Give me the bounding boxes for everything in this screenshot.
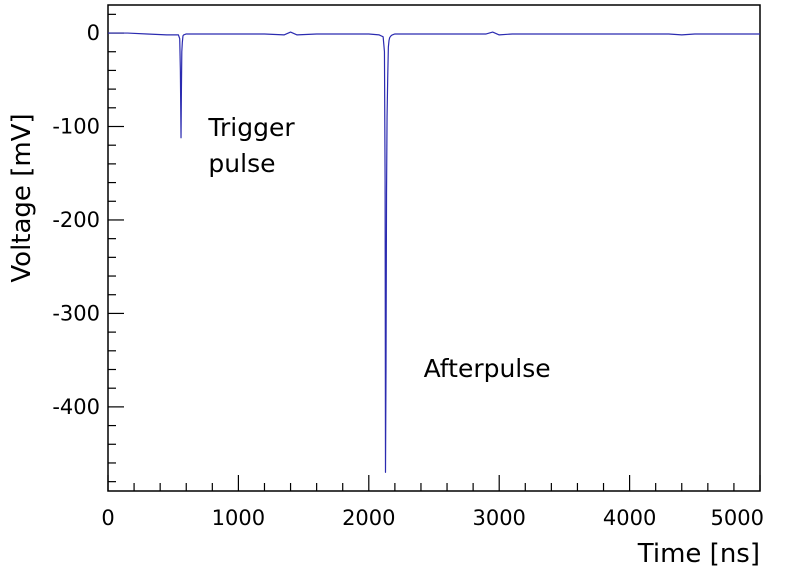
plot-frame — [107, 4, 761, 492]
x-tick-label: 0 — [101, 506, 114, 530]
annotation-1: Afterpulse — [424, 354, 551, 383]
x-tick-label: 3000 — [472, 506, 525, 530]
annotation-line: Trigger — [207, 113, 295, 142]
annotations: Trigger pulse Afterpulse — [207, 113, 550, 383]
axis-ticks — [107, 13, 761, 491]
y-tick-label: -400 — [52, 395, 100, 419]
y-tick-label: -300 — [52, 301, 100, 325]
y-tick-labels: 0 -100 -200 -300 -400 — [52, 21, 100, 419]
x-tick-labels: 0 1000 2000 3000 4000 5000 — [101, 506, 764, 530]
x-tick-label: 4000 — [603, 506, 656, 530]
x-tick-label: 2000 — [342, 506, 395, 530]
annotation-line: pulse — [208, 149, 275, 178]
y-axis-title: Voltage [mV] — [7, 113, 37, 282]
voltage-trace — [108, 31, 760, 473]
x-axis-title: Time [ns] — [637, 539, 760, 569]
x-tick-label: 5000 — [711, 506, 764, 530]
y-tick-label: -100 — [52, 115, 100, 139]
x-tick-label: 1000 — [212, 506, 265, 530]
y-tick-label: 0 — [87, 21, 100, 45]
annotation-0: Trigger pulse — [207, 113, 295, 178]
annotation-line: Afterpulse — [424, 354, 551, 383]
y-tick-label: -200 — [52, 208, 100, 232]
